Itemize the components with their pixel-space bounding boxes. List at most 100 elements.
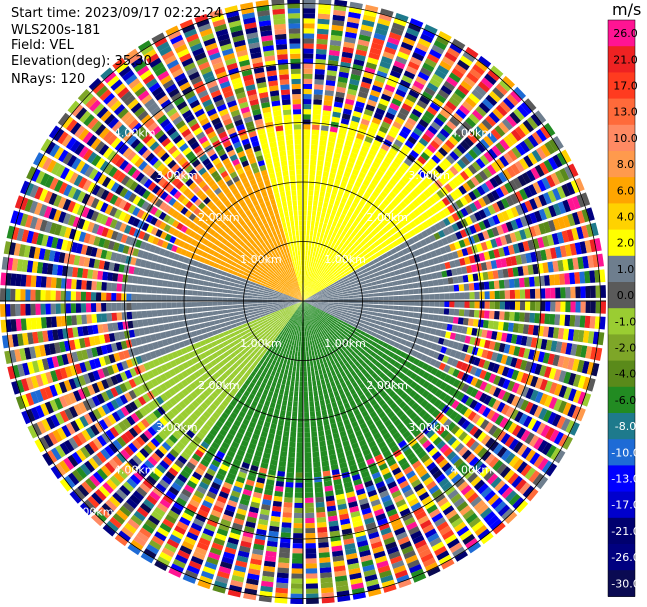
ray-gate bbox=[420, 202, 429, 211]
ray-gate bbox=[323, 261, 328, 267]
ray-gate bbox=[497, 389, 506, 400]
ray-gate bbox=[303, 164, 309, 170]
ray-gate bbox=[545, 174, 556, 188]
ray-gate bbox=[372, 258, 380, 264]
ray-gate bbox=[317, 13, 331, 20]
ray-gate bbox=[376, 130, 387, 139]
ray-gate bbox=[426, 341, 433, 349]
ray-gate bbox=[457, 342, 464, 351]
ray-gate bbox=[482, 218, 491, 229]
ray-gate bbox=[416, 99, 428, 110]
ray-gate bbox=[550, 172, 561, 186]
ray-gate bbox=[383, 116, 393, 125]
ray-gate bbox=[295, 467, 303, 473]
ray-gate bbox=[348, 206, 356, 214]
ray-gate bbox=[444, 183, 454, 193]
ray-gate bbox=[464, 152, 475, 163]
ray-gate bbox=[424, 129, 435, 139]
ray-gate bbox=[469, 366, 478, 376]
ray-gate bbox=[325, 213, 331, 220]
ray-gate bbox=[326, 310, 332, 314]
ray-gate bbox=[490, 351, 499, 362]
ray-gate bbox=[509, 311, 515, 321]
ray-gate bbox=[409, 149, 420, 159]
ray-gate bbox=[415, 241, 423, 249]
ray-gate bbox=[337, 306, 343, 309]
ray-gate bbox=[490, 65, 504, 78]
ray-gate bbox=[327, 293, 333, 296]
ray-gate bbox=[514, 160, 525, 173]
ray-gate bbox=[323, 302, 329, 304]
ray-gate bbox=[328, 281, 334, 286]
ray-gate bbox=[362, 307, 369, 311]
ray-gate bbox=[477, 122, 489, 134]
ray-gate bbox=[288, 370, 292, 376]
ray-gate bbox=[283, 502, 293, 508]
ray-gate bbox=[303, 184, 308, 190]
ray-gate bbox=[410, 131, 421, 141]
ray-gate bbox=[312, 298, 319, 300]
ray-gate bbox=[372, 268, 379, 274]
ray-gate bbox=[470, 176, 480, 187]
ray-gate bbox=[522, 240, 530, 252]
ray-gate bbox=[525, 252, 533, 264]
ray-gate bbox=[437, 315, 444, 322]
ray-gate bbox=[422, 62, 435, 73]
ray-gate bbox=[585, 301, 591, 314]
ray-gate bbox=[411, 350, 419, 358]
ray-gate bbox=[355, 250, 362, 256]
ray-gate bbox=[422, 281, 429, 288]
ray-gate bbox=[553, 398, 563, 412]
ray-gate bbox=[410, 324, 417, 330]
ray-gate bbox=[287, 400, 293, 407]
ray-gate bbox=[382, 173, 391, 182]
ray-gate bbox=[407, 237, 415, 245]
ray-gate bbox=[317, 296, 323, 299]
ray-gate bbox=[406, 153, 416, 163]
ray-gate bbox=[339, 201, 346, 209]
ray-gate bbox=[523, 155, 534, 168]
ray-gate bbox=[350, 238, 357, 245]
ray-gate bbox=[305, 275, 307, 282]
ray-gate bbox=[323, 100, 333, 107]
ray-gate bbox=[389, 324, 396, 330]
ray-gate bbox=[348, 217, 355, 225]
ray-gate bbox=[344, 280, 350, 285]
ray-gate bbox=[303, 43, 314, 49]
ray-gate bbox=[544, 275, 550, 286]
ray-gate bbox=[503, 152, 514, 165]
ray-gate bbox=[481, 118, 493, 131]
ray-gate bbox=[391, 240, 399, 248]
ray-gate bbox=[349, 267, 356, 273]
ray-gate bbox=[312, 114, 321, 121]
ray-gate bbox=[571, 212, 581, 225]
ray-gate bbox=[395, 55, 408, 65]
ray-gate bbox=[513, 108, 525, 121]
ray-gate bbox=[403, 289, 409, 295]
ray-gate bbox=[309, 282, 312, 288]
ray-gate bbox=[397, 311, 404, 316]
ray-gate bbox=[372, 328, 379, 334]
ray-gate bbox=[525, 336, 533, 347]
ray-gate bbox=[438, 286, 445, 293]
ray-gate bbox=[600, 285, 606, 298]
ray-gate bbox=[509, 408, 519, 420]
ray-gate bbox=[383, 327, 390, 333]
ray-gate bbox=[408, 289, 414, 295]
ray-gate bbox=[488, 111, 501, 124]
ray-gate bbox=[307, 295, 312, 299]
ray-gate bbox=[303, 245, 306, 251]
ray-gate bbox=[325, 151, 333, 158]
ray-gate bbox=[373, 240, 381, 247]
ray-gate bbox=[376, 316, 383, 322]
ray-gate bbox=[435, 329, 442, 337]
ray-gate bbox=[331, 188, 338, 195]
ray-gate bbox=[393, 295, 399, 301]
ray-gate bbox=[410, 243, 418, 251]
ray-gate bbox=[446, 323, 453, 331]
ray-gate bbox=[434, 264, 441, 272]
ray-gate bbox=[419, 95, 431, 105]
ray-gate bbox=[413, 294, 420, 300]
ray-gate bbox=[323, 373, 328, 379]
